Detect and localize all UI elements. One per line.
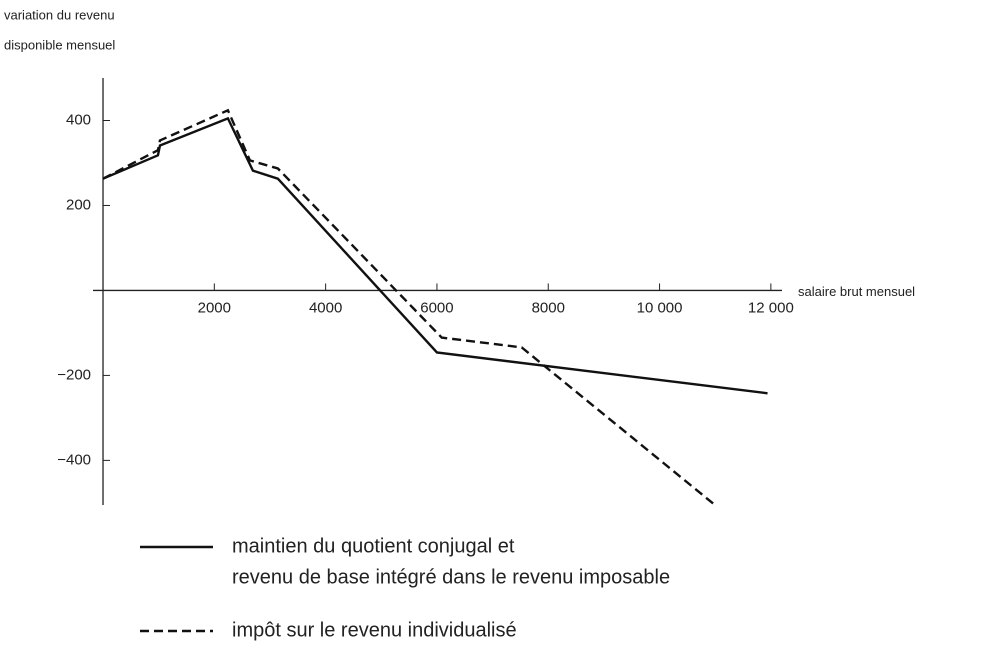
line-series [102,108,717,507]
x-tick-label: 10 000 [637,299,683,316]
line-series [102,116,768,395]
y-tick-label: 200 [66,196,91,213]
y-axis-label: disponible mensuel [4,37,115,52]
y-tick-label: 400 [66,111,91,128]
x-tick-label: 2000 [198,299,231,316]
legend-label: impôt sur le revenu individualisé [232,619,517,641]
x-tick-label: 6000 [420,299,453,316]
legend-label: revenu de base intégré dans le revenu im… [232,566,670,588]
x-tick-label: 8000 [532,299,565,316]
x-axis-label: salaire brut mensuel [798,284,915,299]
x-tick-label: 4000 [309,299,342,316]
x-tick-label: 12 000 [748,299,794,316]
legend-label: maintien du quotient conjugal et [232,535,515,557]
y-tick-label: −200 [57,366,91,383]
y-tick-label: −400 [57,451,91,468]
y-axis-label: variation du revenu [4,7,115,22]
